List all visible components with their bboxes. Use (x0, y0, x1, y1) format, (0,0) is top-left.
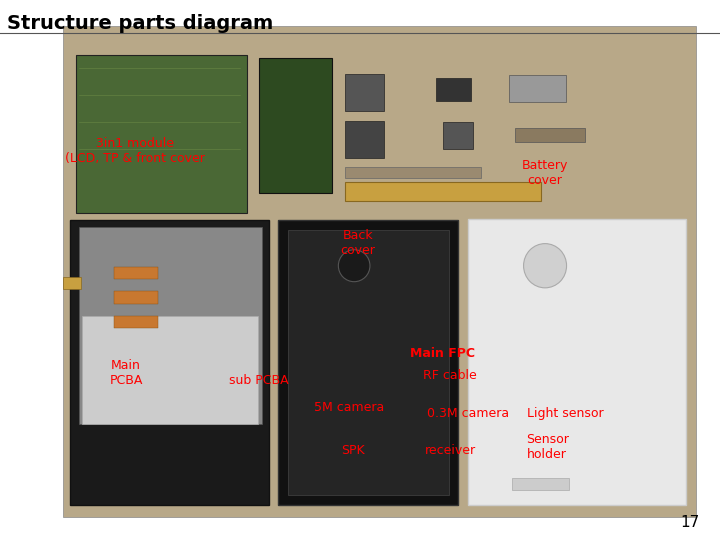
Bar (70, 220, 269, 505)
Bar (63, 26, 696, 517)
Bar (345, 74, 384, 111)
Text: Structure parts diagram: Structure parts diagram (7, 14, 274, 33)
Bar (63, 276, 81, 289)
Bar (279, 220, 459, 505)
Bar (436, 78, 471, 101)
Text: SPK: SPK (341, 444, 364, 457)
Text: Battery
cover: Battery cover (522, 159, 568, 187)
Bar (509, 75, 566, 102)
Text: 3in1 module
(LCD, TP & front cover: 3in1 module (LCD, TP & front cover (66, 137, 205, 165)
Text: Main
PCBA: Main PCBA (109, 359, 143, 387)
Ellipse shape (523, 244, 567, 288)
Ellipse shape (338, 250, 370, 282)
Text: Back
cover: Back cover (341, 229, 375, 257)
Text: sub PCBA: sub PCBA (230, 374, 289, 387)
Bar (468, 219, 686, 504)
Bar (345, 167, 480, 178)
Bar (82, 316, 258, 424)
Text: 5M camera: 5M camera (314, 401, 384, 414)
Text: Main FPC: Main FPC (410, 347, 475, 360)
Bar (516, 128, 585, 142)
Text: 0.3M camera: 0.3M camera (427, 407, 509, 420)
Bar (288, 230, 449, 495)
Text: Light sensor: Light sensor (527, 407, 603, 420)
Bar (76, 56, 247, 213)
Bar (259, 58, 332, 193)
Bar (114, 291, 158, 303)
Bar (114, 316, 158, 328)
Bar (114, 267, 158, 279)
Text: receiver: receiver (424, 444, 476, 457)
Bar (443, 122, 473, 149)
Text: 17: 17 (680, 515, 700, 530)
Text: Sensor
holder: Sensor holder (526, 433, 569, 461)
Bar (345, 121, 384, 158)
Text: RF cable: RF cable (423, 369, 477, 382)
Bar (512, 478, 569, 490)
Bar (345, 182, 541, 201)
Bar (79, 227, 263, 424)
